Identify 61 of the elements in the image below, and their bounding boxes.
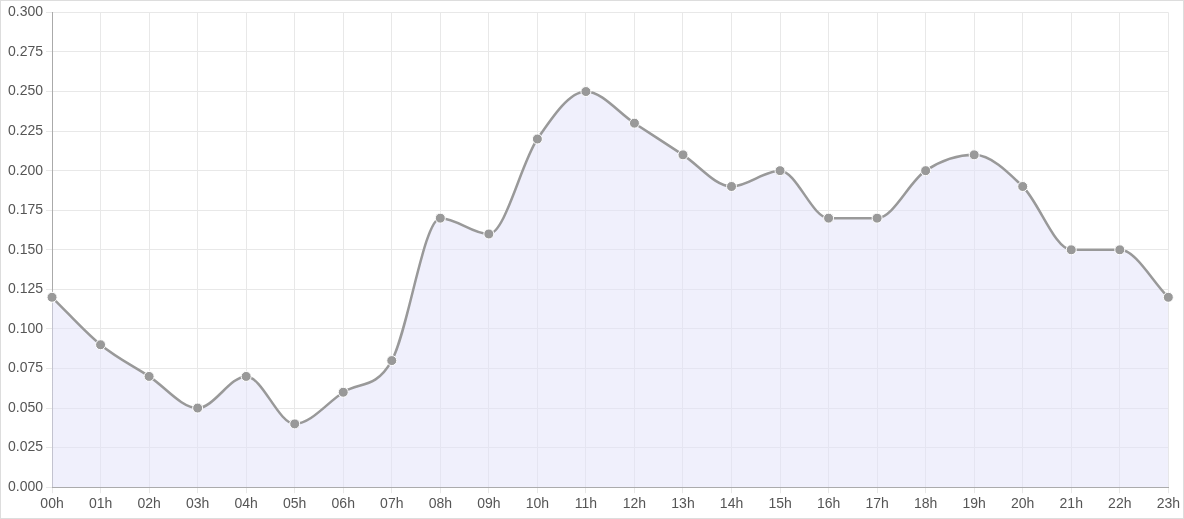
x-tick-label: 09h	[477, 495, 501, 512]
x-tick-label: 22h	[1108, 495, 1132, 512]
x-tick-label: 08h	[428, 495, 452, 512]
point	[434, 212, 446, 224]
point	[1017, 180, 1029, 192]
y-tick-label: 0.050	[7, 398, 44, 415]
point	[531, 133, 543, 145]
x-tick-label: 11h	[574, 495, 598, 512]
point	[46, 291, 58, 303]
point	[823, 212, 835, 224]
x-tick-label: 17h	[865, 495, 889, 512]
point	[1065, 244, 1077, 256]
point	[95, 339, 107, 351]
x-tick-label: 03h	[185, 495, 210, 512]
point	[240, 370, 252, 382]
x-tick-label: 20h	[1011, 495, 1035, 512]
point	[483, 228, 495, 240]
y-tick-label: 0.100	[7, 319, 44, 336]
y-tick-label: 0.150	[7, 240, 44, 257]
point	[192, 402, 204, 414]
x-tick-label: 01h	[88, 495, 113, 512]
x-tick-label: 19h	[962, 495, 986, 512]
point	[580, 86, 592, 98]
point	[337, 386, 349, 398]
x-tick-label: 15h	[768, 495, 792, 512]
y-tick-label: 0.200	[7, 161, 44, 178]
point	[289, 418, 301, 430]
point	[968, 149, 980, 161]
x-tick-label: 00h	[40, 495, 64, 512]
y-tick-label: 0.075	[7, 359, 44, 376]
x-tick-label: 07h	[380, 495, 404, 512]
y-tick-label: 0.300	[7, 3, 44, 20]
x-tick-label: 10h	[525, 495, 550, 512]
x-tick-label: 06h	[331, 495, 355, 512]
y-tick-label: 0.275	[7, 42, 44, 59]
x-tick-label: 12h	[622, 495, 647, 512]
x-tick-label: 14h	[719, 495, 744, 512]
point	[677, 149, 689, 161]
x-tick-label: 13h	[671, 495, 695, 512]
x-tick-label: 23h	[1156, 495, 1180, 512]
x-tick-label: 16h	[816, 495, 841, 512]
point	[143, 370, 155, 382]
point	[726, 180, 738, 192]
x-tick-label: 18h	[913, 495, 938, 512]
point	[1114, 244, 1126, 256]
x-tick-label: 04h	[234, 495, 258, 512]
point	[920, 165, 932, 177]
y-tick-label: 0.250	[7, 82, 44, 99]
point	[386, 355, 398, 367]
y-tick-label: 0.000	[7, 478, 44, 495]
point	[1162, 291, 1174, 303]
x-tick-label: 21h	[1059, 495, 1083, 512]
point	[774, 165, 786, 177]
y-tick-label: 0.175	[7, 201, 44, 218]
x-tick-label: 05h	[283, 495, 307, 512]
point	[628, 117, 640, 129]
y-tick-label: 0.125	[7, 280, 44, 297]
y-tick-label: 0.225	[7, 121, 44, 138]
x-tick-label: 02h	[137, 495, 161, 512]
y-tick-label: 0.025	[7, 438, 44, 455]
point	[871, 212, 883, 224]
